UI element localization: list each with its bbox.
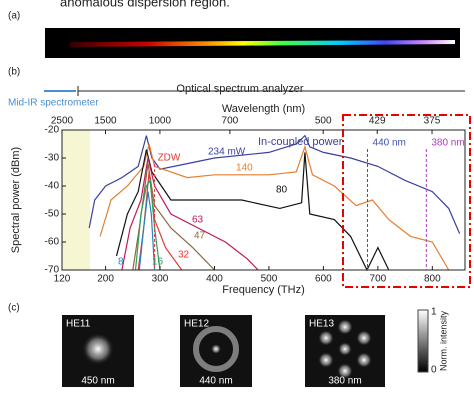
spectrum-line [134,178,161,271]
spectrum-line [88,134,461,234]
series-label: 16 [152,257,164,268]
y-axis-label: Spectral power (dBm) [10,147,22,253]
mode-spot [211,344,221,354]
panel-label: (a) [8,11,20,22]
colorbar [417,309,429,373]
mode-wavelength: 450 nm [81,376,114,387]
mode-spots [318,319,372,379]
x-tick-label: 400 [206,274,223,285]
mode-wavelength: 380 nm [328,376,361,387]
mode-images: HE11 450 nm HE12 440 nm HE13 380 nm [62,315,385,387]
spectrum-streak [70,40,455,47]
x2-axis-label: Wavelength (nm) [222,103,305,115]
y-tick-label: -40 [45,181,60,192]
legend-title: In-coupled power [258,136,343,148]
series-label: 8 [118,257,124,268]
mode-label: HE11 [66,319,91,330]
series-label: 63 [192,215,204,226]
x-tick-label: 600 [315,274,332,285]
y-tick-label: -50 [45,209,60,220]
series-label: 140 [236,163,253,174]
spectrum-line [99,143,450,271]
series-label: 80 [276,185,288,196]
series-label: 47 [194,231,206,242]
x2-tick-label: 1500 [94,116,117,127]
x-tick-label: 200 [97,274,114,285]
x-tick-label: 300 [152,274,169,285]
x-tick-label: 700 [370,274,387,285]
mid-ir-region [62,130,90,270]
x2-tick-label: 1000 [149,116,172,127]
x-tick-label: 120 [54,274,71,285]
highlight-box [342,114,471,288]
x-axis-label: Frequency (THz) [222,284,305,296]
x2-tick-label: 375 [424,116,441,127]
spectrum-line [121,157,259,271]
series-label: 234 mW [208,147,246,158]
mode-label: HE12 [184,319,209,330]
instrument-label: Optical spectrum analyzer [176,83,303,95]
mode-spot [82,333,114,365]
x2-tick-label: 700 [222,116,239,127]
panel-label: (c) [8,303,20,314]
panel-label: (b) [8,67,20,78]
colorbar-max: 1 [431,307,437,318]
y-tick-label: -70 [45,265,60,276]
series-label: 32 [178,250,190,261]
x2-tick-label: 500 [315,116,332,127]
mode-wavelength: 440 nm [199,376,232,387]
x2-tick-label: 2500 [51,116,74,127]
annotation-label: ZDW [158,153,181,164]
x-tick-label: 500 [261,274,278,285]
y-tick-label: -30 [45,153,60,164]
x-tick-label: 800 [424,274,441,285]
spectrum-line [138,191,156,271]
y-tick-label: -20 [45,125,60,136]
mode-label: HE13 [309,319,334,330]
instrument-label: Mid-IR spectrometer [8,98,99,109]
colorbar-label: Norm. intensity [438,310,448,371]
annotation-label: 440 nm [373,138,406,149]
header-text: anomalous dispersion region. [60,0,230,9]
colorbar-min: 0 [431,365,437,376]
mode-ring [193,326,239,372]
plot-frame [61,129,466,271]
spectrum-line [115,149,390,272]
x2-tick-label: 429 [369,116,386,127]
annotation-label: 380 nm [431,138,464,149]
y-tick-label: -60 [45,237,60,248]
